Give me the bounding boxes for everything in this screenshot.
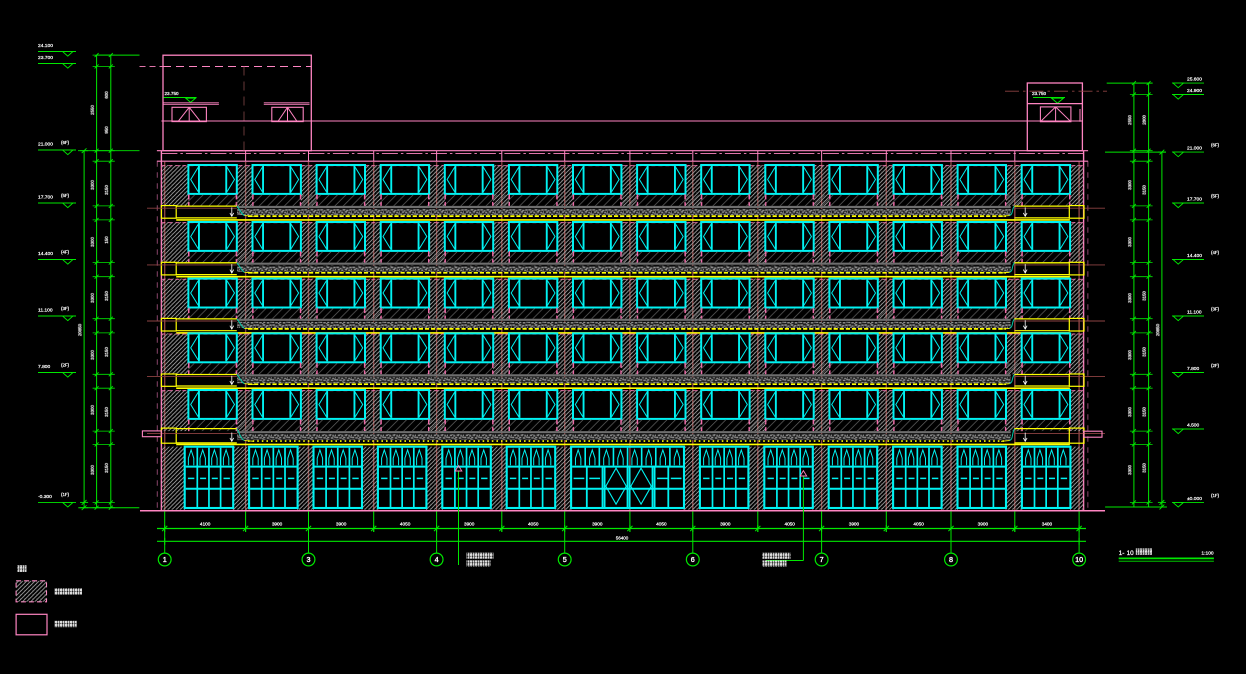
svg-text:5: 5 — [563, 555, 567, 564]
svg-text:3: 3 — [307, 555, 311, 564]
svg-text:7.800: 7.800 — [1187, 366, 1200, 372]
svg-text:4100: 4100 — [200, 521, 211, 526]
svg-text:23.750: 23.750 — [164, 91, 178, 96]
svg-text:2800: 2800 — [1142, 115, 1147, 125]
svg-text:3300: 3300 — [90, 293, 95, 303]
svg-text:7.800: 7.800 — [38, 364, 51, 370]
svg-text:3300: 3300 — [90, 405, 95, 415]
svg-text:150: 150 — [104, 236, 109, 244]
svg-text:(5F): (5F) — [61, 193, 70, 198]
svg-text:±0.000: ±0.000 — [1187, 496, 1202, 502]
svg-text:3300: 3300 — [90, 465, 95, 475]
svg-text:21.000: 21.000 — [38, 141, 53, 147]
svg-text:3900: 3900 — [464, 521, 475, 526]
svg-text:3900: 3900 — [978, 521, 989, 526]
svg-text:2550: 2550 — [1127, 115, 1132, 125]
svg-text:4.500: 4.500 — [1187, 423, 1200, 429]
svg-text:56400: 56400 — [616, 536, 629, 541]
svg-text:20850: 20850 — [77, 323, 82, 336]
svg-text:950: 950 — [104, 126, 109, 134]
svg-text:3150: 3150 — [1142, 185, 1147, 195]
svg-text:3300: 3300 — [90, 237, 95, 247]
svg-text:(3F): (3F) — [61, 306, 70, 311]
svg-text:4050: 4050 — [528, 521, 539, 526]
svg-text:3150: 3150 — [104, 185, 109, 195]
svg-text:1:100: 1:100 — [1201, 550, 1214, 556]
svg-text:3300: 3300 — [90, 180, 95, 190]
svg-text:3150: 3150 — [104, 347, 109, 357]
svg-text:4050: 4050 — [913, 521, 924, 526]
svg-text:23.750: 23.750 — [1032, 91, 1046, 96]
svg-text:21.000: 21.000 — [1187, 146, 1202, 152]
svg-text:3150: 3150 — [104, 291, 109, 301]
svg-text:3150: 3150 — [1142, 347, 1147, 357]
svg-text:7: 7 — [820, 555, 824, 564]
svg-text:3300: 3300 — [90, 350, 95, 360]
svg-text:14.400: 14.400 — [38, 251, 53, 257]
svg-text:11.100: 11.100 — [38, 307, 53, 313]
svg-text:3150: 3150 — [1142, 407, 1147, 417]
svg-text:4: 4 — [435, 555, 439, 564]
svg-text:1-: 1- — [1119, 550, 1125, 557]
svg-text:3300: 3300 — [1127, 180, 1132, 190]
svg-text:(3F): (3F) — [1211, 306, 1220, 311]
svg-text:6: 6 — [691, 555, 695, 564]
svg-text:24.100: 24.100 — [38, 43, 53, 49]
svg-text:14.400: 14.400 — [1187, 253, 1202, 259]
svg-text:3300: 3300 — [1127, 293, 1132, 303]
svg-text:4050: 4050 — [656, 521, 667, 526]
svg-text:11.100: 11.100 — [1187, 310, 1202, 316]
svg-text:(4F): (4F) — [1211, 250, 1220, 255]
svg-text:3900: 3900 — [336, 521, 347, 526]
svg-text:23.700: 23.700 — [38, 55, 53, 61]
svg-text:2550: 2550 — [90, 105, 95, 115]
svg-text:3300: 3300 — [1127, 350, 1132, 360]
svg-text:3150: 3150 — [1142, 291, 1147, 301]
svg-text:17.700: 17.700 — [38, 194, 53, 200]
svg-text:(1F): (1F) — [61, 492, 70, 497]
svg-text:17.700: 17.700 — [1187, 197, 1202, 203]
svg-text:8: 8 — [949, 555, 953, 564]
svg-text:(2F): (2F) — [1211, 363, 1220, 368]
svg-text:1: 1 — [163, 555, 167, 564]
svg-text:3150: 3150 — [104, 463, 109, 473]
svg-text:3400: 3400 — [1042, 521, 1053, 526]
svg-text:4050: 4050 — [784, 521, 795, 526]
svg-text:10: 10 — [1127, 550, 1135, 557]
svg-text:3900: 3900 — [720, 521, 731, 526]
svg-text:(2F): (2F) — [61, 362, 70, 367]
svg-text:600: 600 — [104, 91, 109, 99]
svg-text:10: 10 — [1075, 555, 1083, 564]
svg-text:3150: 3150 — [104, 407, 109, 417]
svg-text:4050: 4050 — [400, 521, 411, 526]
svg-text:3300: 3300 — [1127, 237, 1132, 247]
svg-text:-0.300: -0.300 — [38, 494, 52, 500]
svg-text:3300: 3300 — [1127, 407, 1132, 417]
svg-text:3900: 3900 — [272, 521, 283, 526]
svg-text:25.600: 25.600 — [1187, 77, 1202, 83]
svg-text:(6F): (6F) — [61, 140, 70, 145]
svg-text:3900: 3900 — [592, 521, 603, 526]
svg-text:(5F): (5F) — [1211, 193, 1220, 198]
svg-text:(6F): (6F) — [1211, 143, 1220, 148]
svg-text:3150: 3150 — [1142, 463, 1147, 473]
svg-text:(4F): (4F) — [61, 249, 70, 254]
svg-text:24.900: 24.900 — [1187, 88, 1202, 94]
svg-text:(1F): (1F) — [1211, 493, 1220, 498]
svg-text:20850: 20850 — [1155, 323, 1160, 336]
svg-text:3300: 3300 — [1127, 465, 1132, 475]
svg-text:3900: 3900 — [849, 521, 860, 526]
